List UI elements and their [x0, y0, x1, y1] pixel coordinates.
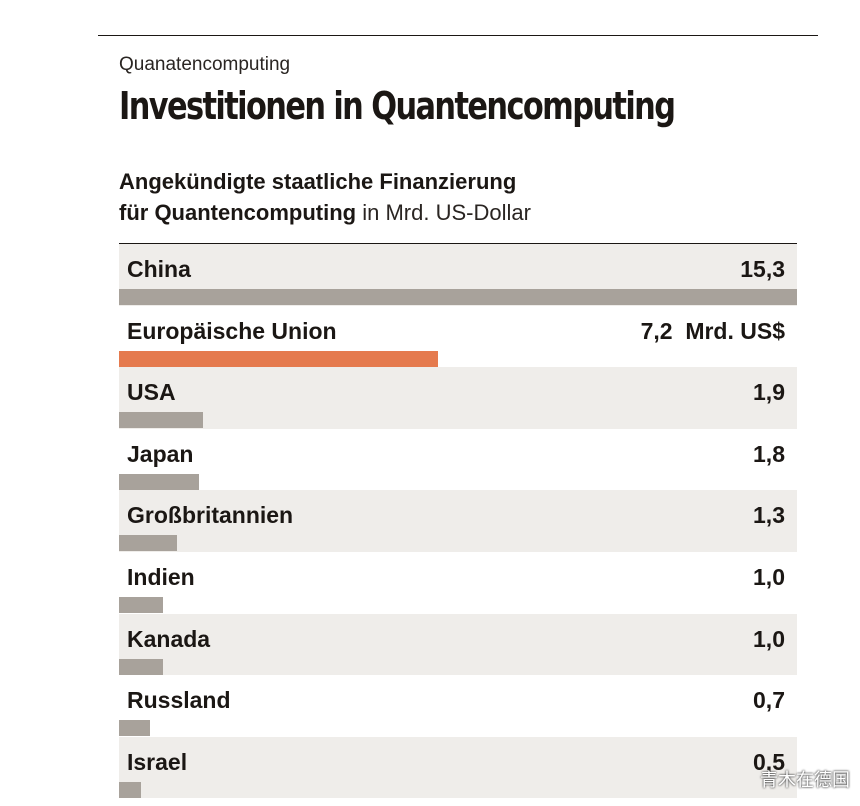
bar-row: Kanada 1,0 — [119, 613, 797, 676]
top-rule — [98, 35, 818, 36]
category-label: Großbritannien — [127, 502, 294, 529]
bar-row: USA 1,9 — [119, 367, 797, 429]
bar-row: Russland 0,7 — [119, 675, 797, 737]
bar — [119, 658, 164, 675]
value-label: 0,5 — [753, 748, 785, 775]
bar — [119, 412, 204, 429]
category-label: Kanada — [127, 625, 211, 652]
bar-row: Japan 1,8 — [119, 429, 797, 491]
subtitle-line-1: Angekündigte staatliche Finanzierung — [119, 169, 517, 194]
bar — [119, 720, 151, 737]
bar — [119, 473, 199, 490]
subtitle-unit: in Mrd. US-Dollar — [362, 200, 531, 225]
category-label: Europäische Union — [127, 317, 337, 344]
value-label: 1,0 — [753, 563, 785, 590]
value-label: 1,9 — [753, 379, 785, 406]
table-top-rule — [119, 243, 797, 244]
category-label: Israel — [127, 748, 188, 775]
kicker-text: Quanatencomputing — [119, 54, 291, 75]
value-label: 1,3 — [753, 502, 785, 529]
value-label: 1,0 — [753, 625, 785, 652]
category-label: USA — [127, 379, 176, 406]
value-label: 0,7 — [753, 687, 785, 714]
bar — [119, 535, 177, 552]
bar-chart: China 15,3 Europäische Union 7,2 Mrd. US$ US… — [119, 244, 797, 799]
value-label: 7,2 Mrd. US$ — [640, 317, 785, 344]
bar — [119, 596, 164, 613]
value-label: 1,8 — [753, 440, 785, 467]
chart-subtitle: Angekündigte staatliche Finanzierung für… — [119, 166, 531, 228]
bar-row: Großbritannien 1,3 — [119, 490, 797, 552]
category-label: Indien — [127, 563, 195, 590]
category-label: Russland — [127, 687, 231, 714]
chart-headline: Investitionen in Quantencomputing — [119, 84, 676, 128]
value-label: 15,3 — [740, 256, 785, 282]
bar-row: Indien 1,0 — [119, 552, 797, 614]
bar — [119, 350, 439, 367]
bar-row: China 15,3 — [119, 244, 797, 306]
watermark: 青木在德国 — [760, 770, 850, 790]
subtitle-line-2: für Quantencomputing — [119, 200, 357, 225]
category-label: China — [127, 256, 191, 282]
category-label: Japan — [127, 440, 194, 467]
bar-row: Europäische Union 7,2 Mrd. US$ — [119, 306, 797, 368]
bar — [119, 781, 142, 798]
bar-row: Israel 0,5 — [119, 736, 797, 799]
bar — [119, 289, 797, 305]
